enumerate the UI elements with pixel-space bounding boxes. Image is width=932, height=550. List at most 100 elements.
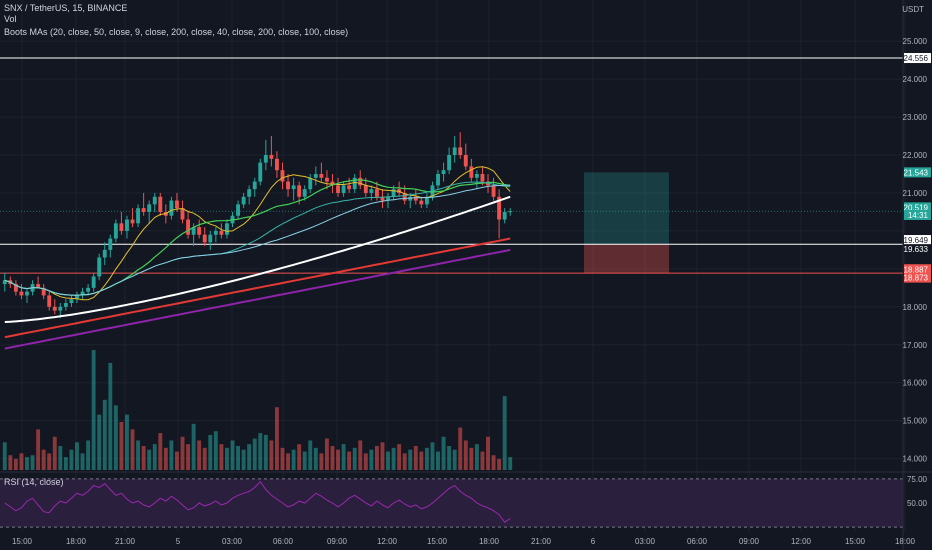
price-tick-label: 16.000: [903, 379, 928, 388]
time-tick-label: 03:00: [635, 537, 656, 546]
candle: [441, 170, 446, 174]
volume-bar: [152, 444, 157, 470]
ma-40-line: [4, 181, 511, 296]
volume-bar: [313, 447, 318, 470]
price-label-bg: [904, 167, 931, 178]
volume-bar: [180, 436, 185, 470]
candle: [424, 196, 429, 205]
candle: [286, 181, 290, 190]
volume-bar: [36, 429, 41, 470]
volume-bar: [324, 438, 329, 470]
ma-50-line: [4, 184, 511, 296]
time-tick-label: 12:00: [377, 537, 398, 546]
ma-legend: Boots MAs (20, close, 50, close, 9, clos…: [4, 27, 349, 37]
volume-bar: [25, 457, 29, 470]
time-tick-label: 5: [176, 537, 181, 546]
time-tick-label: 15:00: [12, 537, 33, 546]
volume-bar: [358, 440, 363, 470]
candles: [2, 132, 513, 319]
candle: [308, 177, 313, 190]
candle: [386, 196, 390, 201]
volume-bar: [291, 449, 296, 470]
candle: [374, 189, 379, 197]
volume-bar: [219, 444, 224, 470]
candle: [41, 287, 46, 296]
candle: [108, 238, 113, 250]
time-tick-label: 15:00: [427, 537, 448, 546]
candle: [336, 185, 340, 193]
ma-200-line: [4, 237, 511, 339]
candle: [497, 196, 502, 220]
candle: [302, 189, 307, 197]
volume-bar: [8, 455, 13, 470]
candle: [352, 177, 357, 190]
volume-bar: [197, 440, 202, 470]
price-label: 21.543: [904, 168, 929, 177]
candle: [80, 291, 85, 296]
candle: [36, 284, 41, 288]
candle: [274, 158, 279, 171]
volume-bar: [280, 447, 285, 470]
price-tick-label: 18.000: [903, 303, 928, 312]
volume-bar: [147, 449, 152, 470]
candle: [152, 196, 157, 205]
volume-bar: [80, 453, 85, 470]
volume-bar: [202, 447, 207, 470]
price-label: 18.887: [904, 265, 929, 274]
volume-bar: [486, 436, 490, 470]
volume-bar: [508, 457, 513, 470]
candle: [330, 181, 335, 186]
candle: [436, 174, 440, 186]
candle: [213, 230, 218, 235]
volume-bar: [136, 440, 141, 470]
volume-bar: [413, 446, 418, 470]
volume-bar: [452, 449, 457, 470]
volume-bar: [241, 449, 246, 470]
price-label-bg: [904, 264, 931, 275]
candle: [119, 223, 124, 231]
price-label-bg: [904, 272, 931, 283]
volume-bar: [347, 451, 352, 470]
price-label: 24.556: [904, 54, 929, 63]
volume-bars: [2, 350, 513, 470]
price-tick-label: 25.000: [903, 37, 928, 46]
candle: [91, 276, 96, 288]
candle: [136, 208, 141, 224]
volume-bar: [302, 451, 307, 470]
candle: [236, 204, 241, 216]
volume-bar: [58, 446, 63, 470]
rsi-tick-label: 75.00: [907, 475, 928, 484]
volume-bar: [419, 451, 424, 470]
price-label-bg: [904, 53, 931, 64]
candle: [502, 211, 507, 220]
volume-bar: [308, 440, 313, 470]
volume-bar: [469, 447, 474, 470]
volume-bar: [286, 453, 290, 470]
price-label-bg: [904, 244, 931, 255]
candle: [463, 155, 468, 167]
candle: [408, 196, 413, 201]
time-tick-label: 12:00: [791, 537, 812, 546]
candle: [97, 257, 102, 277]
volume-bar: [175, 451, 179, 470]
candle: [319, 174, 324, 178]
volume-bar: [52, 436, 57, 470]
candle: [419, 200, 424, 205]
candle: [413, 196, 418, 201]
rsi-legend: RSI (14, close): [4, 477, 64, 487]
time-tick-label: 6: [591, 537, 596, 546]
volume-bar: [47, 453, 52, 470]
volume-bar: [69, 449, 74, 470]
candle: [113, 223, 118, 239]
volume-bar: [274, 407, 279, 470]
candle: [25, 291, 29, 296]
price-label: 18.873: [904, 274, 929, 283]
candle: [452, 147, 457, 156]
candle: [52, 306, 57, 311]
candle: [175, 200, 179, 209]
candle: [297, 185, 302, 197]
volume-bar: [213, 431, 218, 470]
volume-bar: [374, 446, 379, 470]
volume-bar: [86, 440, 91, 470]
